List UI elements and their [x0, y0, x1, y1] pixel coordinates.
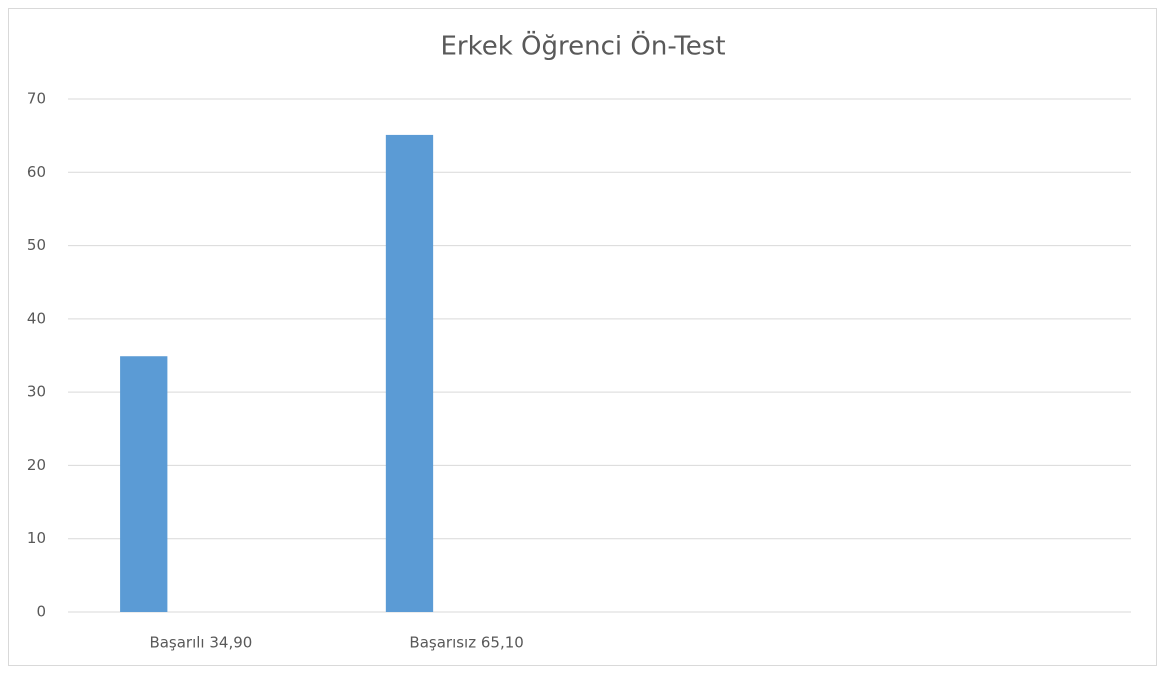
- bar: [385, 134, 434, 612]
- y-tick-label: 20: [27, 456, 46, 474]
- y-tick-label: 40: [27, 309, 46, 327]
- chart-title: Erkek Öğrenci Ön-Test: [440, 30, 725, 62]
- y-tick-label: 10: [27, 529, 46, 547]
- y-tick-label: 60: [27, 163, 46, 181]
- x-tick-label: Başarısız 65,10: [409, 634, 523, 652]
- x-tick-label: Başarılı 34,90: [149, 634, 252, 652]
- y-tick-label: 0: [36, 603, 46, 621]
- bar: [120, 356, 168, 612]
- chart-frame: [8, 8, 1157, 666]
- y-tick-label: 30: [27, 383, 46, 401]
- y-tick-label: 70: [27, 90, 46, 108]
- y-tick-label: 50: [27, 236, 46, 254]
